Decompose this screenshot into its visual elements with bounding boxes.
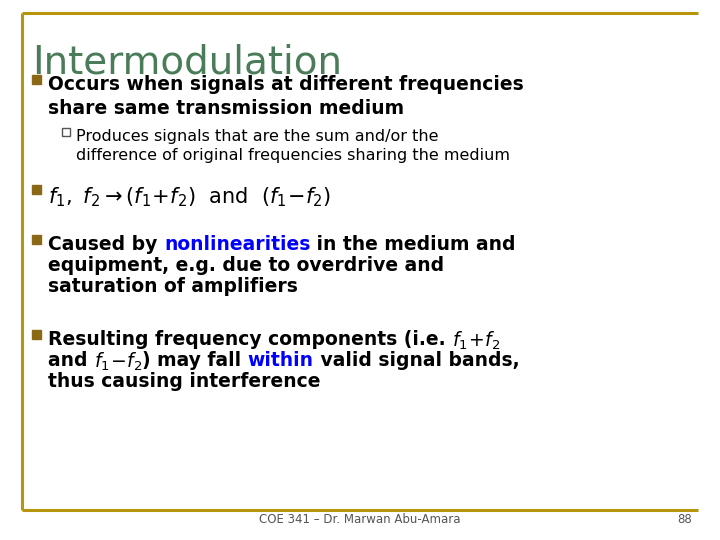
Text: thus causing interference: thus causing interference <box>48 372 320 391</box>
Text: Caused by: Caused by <box>48 235 164 254</box>
Bar <box>32 234 41 244</box>
Bar <box>62 128 70 136</box>
Text: $f_1,\ f_2 \rightarrow (f_1\!+\!f_2)$  and  $(f_1\!-\!f_2)$: $f_1,\ f_2 \rightarrow (f_1\!+\!f_2)$ an… <box>48 185 331 208</box>
Text: in the medium and: in the medium and <box>310 235 516 254</box>
Text: $f_1\!+\!f_2$: $f_1\!+\!f_2$ <box>452 330 500 352</box>
Text: within: within <box>248 351 314 370</box>
Bar <box>32 329 41 339</box>
Text: valid signal bands,: valid signal bands, <box>314 351 519 370</box>
Text: Produces signals that are the sum and/or the
difference of original frequencies : Produces signals that are the sum and/or… <box>76 129 510 163</box>
Text: saturation of amplifiers: saturation of amplifiers <box>48 277 298 296</box>
Text: 88: 88 <box>678 513 692 526</box>
Text: ) may fall: ) may fall <box>142 351 248 370</box>
Text: Intermodulation: Intermodulation <box>32 43 342 81</box>
Text: and: and <box>48 351 94 370</box>
Text: nonlinearities: nonlinearities <box>164 235 310 254</box>
Text: Resulting frequency components (i.e.: Resulting frequency components (i.e. <box>48 330 452 349</box>
Bar <box>32 75 41 84</box>
Text: Occurs when signals at different frequencies
share same transmission medium: Occurs when signals at different frequen… <box>48 75 523 118</box>
Text: $f_1\!-\!f_2$: $f_1\!-\!f_2$ <box>94 351 142 373</box>
Text: COE 341 – Dr. Marwan Abu-Amara: COE 341 – Dr. Marwan Abu-Amara <box>259 513 461 526</box>
Bar <box>32 185 41 193</box>
Text: equipment, e.g. due to overdrive and: equipment, e.g. due to overdrive and <box>48 256 444 275</box>
